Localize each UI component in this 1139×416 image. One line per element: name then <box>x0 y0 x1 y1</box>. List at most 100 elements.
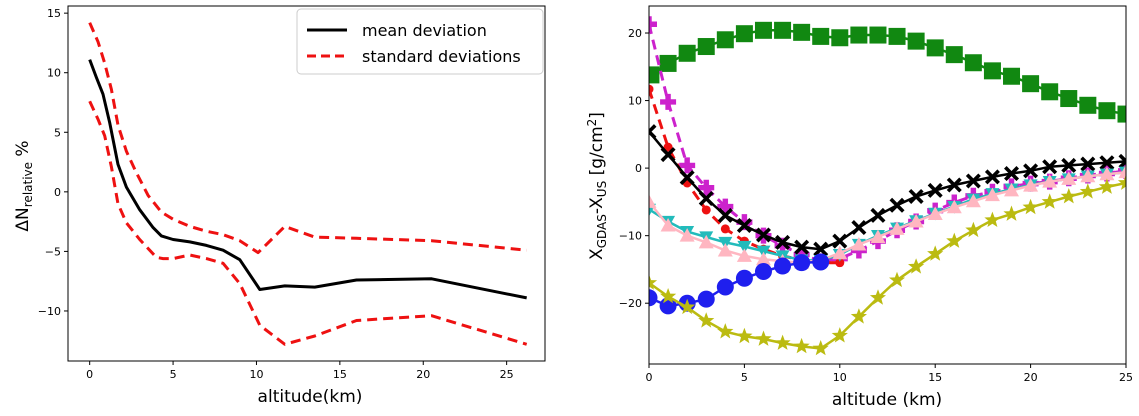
right-x-axis-label: altitude (km) <box>832 390 942 410</box>
right-series-3-point <box>927 182 943 198</box>
right-series-5-point <box>679 228 695 242</box>
right-series-0-point <box>678 44 696 62</box>
right-series-5-point <box>717 243 733 257</box>
right-series-5-point <box>832 245 848 260</box>
right-x-tick-label: 25 <box>1119 371 1133 384</box>
right-series-3-point <box>717 207 733 223</box>
left-y-label-main: ΔN <box>13 207 33 231</box>
right-series-4 <box>649 166 1126 268</box>
left-y-label-suffix: % <box>13 140 33 162</box>
right-series-5-point <box>1118 164 1126 179</box>
right-series-0-point <box>850 26 868 44</box>
right-y-tick-label: −10 <box>619 230 642 243</box>
right-series-3-point <box>1118 153 1126 169</box>
right-series-5-point <box>1004 182 1020 197</box>
right-series-5-point <box>698 234 714 249</box>
right-series-7-point <box>660 288 677 304</box>
right-x-tick-label: 20 <box>1024 371 1038 384</box>
right-series-0-point <box>945 46 963 64</box>
right-series-3-point <box>984 169 1000 185</box>
right-series-5-point <box>1042 174 1058 188</box>
right-series-1-point <box>736 214 753 231</box>
right-series-0-point <box>869 26 887 44</box>
right-series-6-point <box>812 253 830 271</box>
right-series-6 <box>649 253 830 315</box>
right-series-3-point <box>755 227 771 243</box>
right-series-3-point <box>1080 156 1096 172</box>
right-series-3-point <box>908 188 924 204</box>
right-series-7-point <box>1041 193 1058 209</box>
right-series-0-point <box>793 23 811 41</box>
left-x-tick-label: 0 <box>86 368 93 381</box>
right-y-tick-label: 0 <box>635 162 642 175</box>
right-series-7-point <box>793 337 810 354</box>
right-series-5-point <box>870 229 886 244</box>
right-series-0-point <box>754 21 772 39</box>
right-series-7-point <box>649 274 658 290</box>
right-series-5-point <box>946 199 962 214</box>
right-series-0-point <box>697 38 715 56</box>
right-series-5-point <box>1023 178 1039 192</box>
right-series-1-point <box>698 179 715 196</box>
right-series-0-point <box>1079 96 1097 114</box>
right-series-6-point <box>754 262 772 280</box>
right-series-1-point <box>649 16 657 33</box>
right-series-1-point <box>717 198 734 215</box>
right-series-0-point <box>888 27 906 45</box>
right-series-0-point <box>1041 83 1059 101</box>
left-x-axis-label: altitude(km) <box>258 387 363 407</box>
right-series-7-point <box>946 232 963 248</box>
right-y-tick-label: 10 <box>628 95 642 108</box>
legend-label-mean: mean deviation <box>362 21 487 40</box>
right-series-2-point <box>663 142 673 152</box>
right-series-0-point <box>812 27 830 45</box>
right-series-5-point <box>649 194 657 208</box>
right-series-3-point <box>1004 166 1020 182</box>
right-series-3-point <box>794 239 810 255</box>
right-series-5 <box>649 164 1126 269</box>
right-series-7-point <box>1003 205 1020 221</box>
right-series-0-point <box>716 31 734 49</box>
right-series-7-point <box>889 271 906 288</box>
right-series-2-point <box>701 205 711 215</box>
right-series-3-point <box>1042 159 1058 175</box>
right-series-1-point <box>660 93 677 110</box>
left-legend: mean deviation standard deviations <box>296 8 544 75</box>
right-series-0-point <box>831 29 849 47</box>
right-series-0-point <box>649 66 660 84</box>
right-series-6-point <box>774 257 792 275</box>
left-y-tick-label: −10 <box>38 305 61 318</box>
right-series-0-point <box>1022 75 1040 93</box>
right-series-7-point <box>908 258 925 274</box>
left-y-tick-label: 10 <box>47 67 61 80</box>
right-series-5-point <box>736 248 752 262</box>
right-series-0-point <box>659 54 677 72</box>
right-series-5-point <box>889 221 905 235</box>
left-y-tick-label: 15 <box>47 7 61 20</box>
right-y-label-suffix: [g/cm <box>587 126 607 180</box>
right-series-7-point <box>1060 188 1077 204</box>
right-series-7-point <box>831 327 848 343</box>
right-series-3-point <box>679 170 695 186</box>
left-x-tick-label: 20 <box>416 368 430 381</box>
right-series-0-point <box>907 32 925 50</box>
right-series-7-point <box>736 327 753 344</box>
legend-box <box>296 8 544 75</box>
right-series-3-point <box>775 234 791 250</box>
right-series-line-1 <box>649 23 1126 263</box>
right-series-6-point <box>649 289 658 307</box>
right-plot-frame <box>648 5 1127 365</box>
right-series-7-point <box>927 245 944 261</box>
right-series-7-point <box>755 330 772 346</box>
right-series-7-point <box>869 289 886 305</box>
right-y-axis-label: XGDAS-XUS [g/cm2] <box>585 112 609 260</box>
right-series-5-point <box>755 251 771 266</box>
right-x-tick-label: 15 <box>928 371 942 384</box>
right-series-7-point <box>774 334 791 350</box>
left-series-line-2 <box>88 100 528 346</box>
right-series-7-point <box>1022 198 1039 215</box>
right-series-0-point <box>735 25 753 43</box>
right-series-3-point <box>813 241 829 257</box>
right-series-6-point <box>793 254 811 272</box>
